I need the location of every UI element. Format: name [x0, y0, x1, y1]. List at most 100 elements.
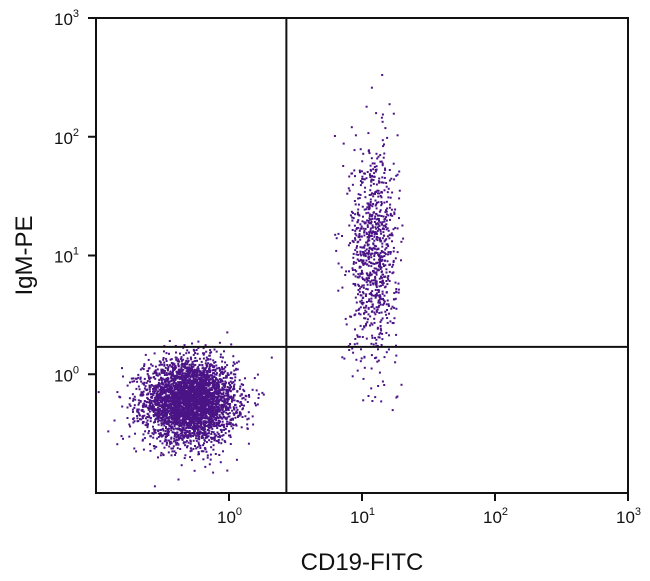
- scatter-point: [387, 275, 390, 277]
- scatter-point: [180, 429, 183, 432]
- scatter-point: [163, 422, 166, 425]
- scatter-point: [185, 440, 188, 443]
- scatter-point: [213, 375, 215, 378]
- scatter-point: [172, 382, 175, 385]
- scatter-point: [155, 374, 158, 377]
- scatter-point: [146, 419, 149, 422]
- scatter-point: [378, 219, 380, 222]
- scatter-point: [209, 400, 212, 403]
- scatter-point: [366, 321, 369, 324]
- scatter-point: [365, 259, 368, 262]
- scatter-point: [188, 351, 190, 354]
- scatter-point: [148, 415, 151, 418]
- scatter-point: [365, 241, 368, 244]
- scatter-point: [397, 282, 400, 285]
- scatter-point: [387, 196, 390, 199]
- scatter-point: [203, 367, 206, 370]
- scatter-point: [377, 359, 380, 362]
- scatter-point: [192, 439, 195, 442]
- scatter-point: [222, 405, 224, 408]
- scatter-point: [354, 313, 357, 316]
- scatter-point: [379, 295, 382, 298]
- scatter-point: [400, 240, 403, 243]
- scatter-point: [195, 434, 198, 437]
- scatter-point: [390, 307, 393, 310]
- scatter-point: [166, 432, 169, 435]
- scatter-point: [183, 403, 186, 406]
- scatter-point: [370, 220, 373, 223]
- scatter-point: [376, 157, 379, 160]
- scatter-point: [169, 392, 172, 395]
- scatter-point: [371, 262, 374, 265]
- scatter-point: [196, 424, 199, 427]
- scatter-point: [204, 381, 207, 384]
- scatter-point: [385, 219, 388, 222]
- scatter-point: [184, 435, 187, 438]
- scatter-point: [366, 252, 369, 255]
- scatter-point: [204, 448, 207, 451]
- scatter-point: [149, 449, 152, 452]
- scatter-point: [396, 227, 399, 230]
- scatter-point: [371, 334, 374, 337]
- scatter-point: [364, 196, 367, 199]
- scatter-point: [375, 207, 378, 210]
- scatter-point: [206, 374, 209, 377]
- scatter-point: [231, 409, 234, 412]
- scatter-point: [157, 429, 160, 432]
- scatter-point: [366, 202, 369, 205]
- scatter-point: [182, 380, 185, 383]
- scatter-point: [154, 370, 157, 372]
- scatter-point: [192, 398, 195, 401]
- scatter-point: [359, 227, 362, 230]
- scatter-point: [208, 429, 211, 432]
- scatter-point: [202, 352, 204, 355]
- scatter-point: [359, 313, 362, 316]
- scatter-point: [185, 386, 188, 389]
- scatter-point: [373, 244, 376, 247]
- scatter-point: [185, 396, 188, 398]
- scatter-point: [180, 424, 183, 427]
- scatter-point: [167, 421, 170, 423]
- scatter-point: [202, 404, 205, 407]
- scatter-point: [191, 389, 194, 392]
- scatter-point: [133, 406, 136, 409]
- scatter-point: [216, 378, 219, 381]
- scatter-point: [380, 196, 383, 199]
- scatter-point: [200, 376, 203, 379]
- scatter-point: [394, 281, 397, 284]
- scatter-point: [368, 274, 371, 277]
- scatter-point: [222, 396, 225, 399]
- scatter-points: [97, 74, 405, 488]
- scatter-point: [368, 298, 371, 301]
- scatter-point: [212, 416, 215, 418]
- scatter-point: [233, 407, 235, 410]
- scatter-point: [171, 365, 174, 368]
- scatter-point: [219, 425, 222, 427]
- scatter-point: [203, 421, 206, 424]
- scatter-point: [193, 405, 196, 408]
- scatter-point: [210, 426, 213, 428]
- scatter-point: [222, 393, 225, 395]
- scatter-point: [353, 169, 356, 172]
- scatter-point: [379, 256, 382, 259]
- scatter-point: [184, 374, 187, 377]
- scatter-point: [236, 368, 239, 371]
- scatter-point: [153, 399, 156, 402]
- scatter-point: [341, 286, 344, 289]
- scatter-point: [219, 368, 222, 371]
- scatter-point: [368, 260, 371, 263]
- scatter-point: [159, 419, 162, 422]
- scatter-point: [223, 429, 226, 431]
- scatter-point: [169, 414, 172, 416]
- scatter-point: [365, 324, 367, 327]
- scatter-point: [379, 154, 382, 157]
- scatter-point: [154, 365, 157, 368]
- scatter-point: [235, 367, 238, 370]
- scatter-point: [178, 375, 181, 378]
- scatter-point: [168, 386, 171, 389]
- x-axis-ticks: 100 101 102 103: [217, 493, 641, 527]
- scatter-point: [352, 241, 355, 243]
- scatter-point: [154, 402, 157, 405]
- scatter-point: [214, 424, 217, 427]
- scatter-point: [188, 369, 191, 372]
